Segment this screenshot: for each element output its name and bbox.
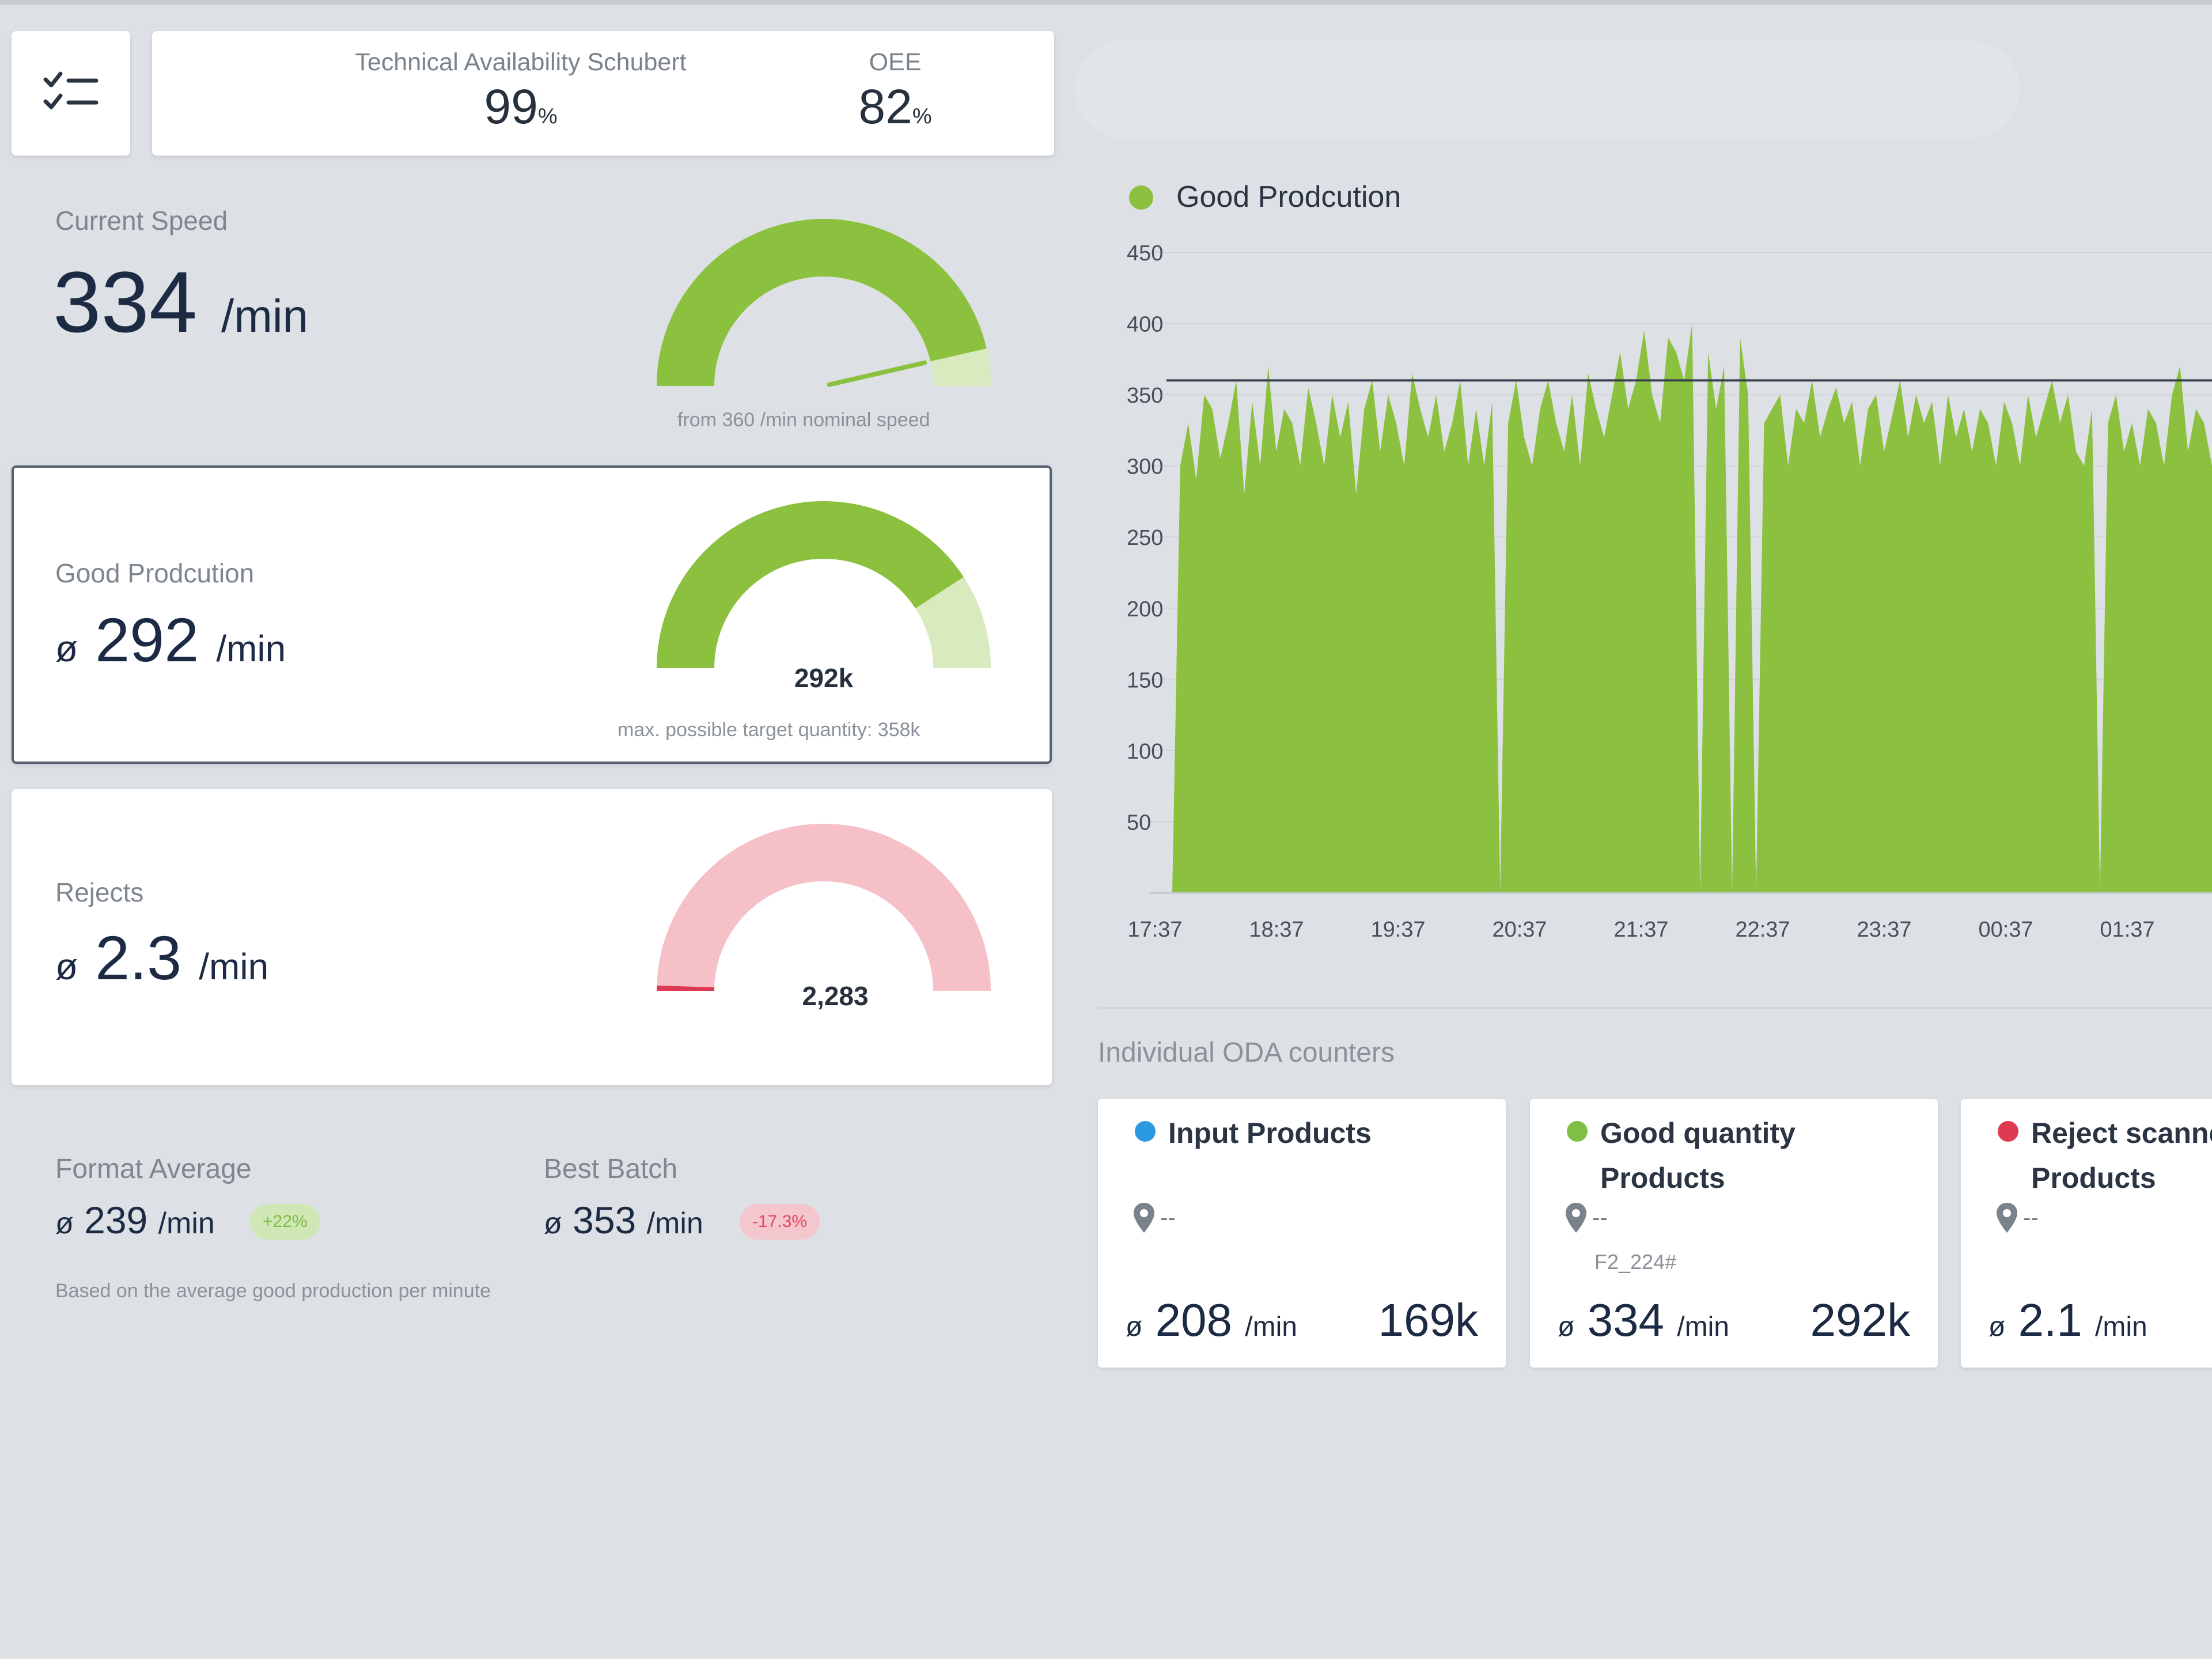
current-speed-gauge (657, 219, 991, 387)
oda-card-input-products[interactable]: Input Products -- ø 208 /min 169k (1098, 1099, 1506, 1368)
x-tick-label: 20:37 (1492, 918, 1547, 942)
good-production-value: ø 292 /min (55, 605, 286, 675)
format-average-value: ø 239 /min (55, 1199, 215, 1241)
technical-availability-kpi: Technical Availability Schubert 99% (313, 48, 728, 135)
status-dot (1998, 1121, 2018, 1142)
x-tick-label: 01:37 (2100, 918, 2154, 942)
top-border (0, 0, 2212, 5)
rejects-card[interactable]: Rejects ø 2.3 /min 2,283 (12, 789, 1052, 1085)
format-average-note: Based on the average good production per… (55, 1280, 491, 1302)
y-tick-label: 200 (1127, 597, 1163, 622)
oda-card-title: Input Products (1168, 1117, 1372, 1149)
location-pin-icon (1566, 1203, 1586, 1233)
y-tick-label: 450 (1127, 241, 1163, 266)
oda-card-reject-scanned[interactable]: Reject scannedProducts -- ø 2.1 /min (1961, 1099, 2212, 1368)
technical-availability-label: Technical Availability Schubert (355, 48, 687, 76)
best-batch-label: Best Batch (544, 1154, 678, 1184)
oda-location: -- (2023, 1205, 2039, 1230)
rejects-gauge (657, 824, 991, 991)
status-dot (1567, 1121, 1588, 1142)
current-speed-label: Current Speed (55, 206, 228, 236)
good-production-gauge (657, 501, 991, 669)
oda-card-good-quantity[interactable]: Good quantity Products -- F2_224# ø 334 /… (1530, 1099, 1938, 1368)
current-speed-value: 334 /min (53, 253, 309, 350)
location-pin-icon (1997, 1203, 2017, 1233)
y-tick-label: 250 (1127, 526, 1163, 550)
x-tick-label: 17:37 (1127, 918, 1182, 942)
y-tick-label: 50 (1127, 810, 1151, 835)
location-pin-icon (1134, 1203, 1154, 1233)
menu-button[interactable] (12, 31, 130, 156)
format-average-badge: +22% (250, 1204, 320, 1240)
good-production-card[interactable]: Good Prodcution ø 292 /min 292k max. pos… (12, 465, 1052, 764)
best-batch-value: ø 353 /min (544, 1199, 703, 1241)
y-tick-label: 100 (1127, 740, 1163, 764)
section-divider (1098, 1007, 2212, 1009)
series-area-good-production (1172, 323, 2212, 893)
y-tick-label: 350 (1127, 384, 1163, 408)
x-tick-label: 00:37 (1978, 918, 2033, 942)
oda-location: -- (1160, 1205, 1176, 1230)
oda-rate: ø 208 /min (1126, 1294, 1297, 1346)
rejects-gauge-value: 2,283 (802, 981, 869, 1011)
x-tick-label: 18:37 (1249, 918, 1304, 942)
good-production-label: Good Prodcution (55, 558, 255, 588)
oda-rate: ø 2.1 /min (1988, 1294, 2147, 1346)
kpi-card: Technical Availability Schubert 99% OEE … (152, 31, 1054, 156)
nominal-speed-note: from 360 /min nominal speed (677, 409, 930, 431)
oee-label: OEE (869, 48, 922, 76)
oda-code: F2_224# (1594, 1250, 1677, 1274)
best-batch-badge: -17.3% (740, 1204, 820, 1240)
format-average-label: Format Average (55, 1154, 252, 1184)
y-tick-label: 300 (1127, 455, 1163, 479)
rejects-label: Rejects (55, 877, 144, 907)
oda-section-label: Individual ODA counters (1098, 1037, 1395, 1068)
y-tick-label: 150 (1127, 668, 1163, 692)
x-tick-label: 19:37 (1370, 918, 1425, 942)
status-dot (1135, 1121, 1156, 1142)
x-tick-label: 21:37 (1613, 918, 1668, 942)
oda-card-title: Good quantity Products (1600, 1117, 1796, 1194)
y-tick-label: 400 (1127, 313, 1163, 337)
technical-availability-value: 99% (484, 79, 558, 134)
oee-kpi: OEE 82% (803, 48, 987, 135)
oda-location: -- (1592, 1205, 1608, 1230)
x-tick-label: 22:37 (1735, 918, 1790, 942)
oda-card-title: Reject scannedProducts (2031, 1117, 2212, 1194)
good-production-chart[interactable]: 50 100 150 200 250 300 350 400 450 17:37 18:37 19:3… (1094, 230, 2212, 956)
checklist-icon (43, 71, 99, 109)
blurred-toolbar (1075, 40, 2020, 138)
legend-dot-good-production (1129, 185, 1153, 210)
oda-rate: ø 334 /min (1558, 1294, 1729, 1346)
oda-total: 169k (1378, 1294, 1478, 1346)
rejects-value: ø 2.3 /min (55, 923, 269, 993)
x-tick-label: 23:37 (1857, 918, 1911, 942)
oee-value: 82% (858, 79, 932, 134)
oda-total: 292k (1810, 1294, 1910, 1346)
legend-label-good-production[interactable]: Good Prodcution (1176, 180, 1402, 214)
target-quantity-note: max. possible target quantity: 358k (618, 719, 921, 741)
good-production-gauge-value: 292k (794, 663, 854, 693)
